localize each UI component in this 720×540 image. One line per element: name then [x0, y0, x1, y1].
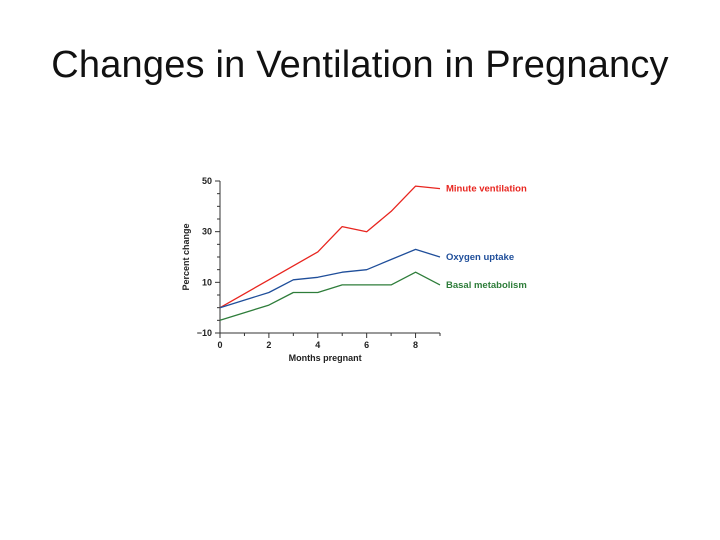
y-axis-title: Percent change — [181, 223, 191, 290]
chart-axes: −10 10 30 50 0 2 4 6 8 — [197, 176, 441, 350]
series-label-basal-metabolism: Basal metabolism — [446, 280, 527, 291]
x-tick-label: 2 — [266, 340, 271, 350]
x-tick-label: 4 — [315, 340, 320, 350]
x-tick-label: 0 — [217, 340, 222, 350]
y-tick-label: 10 — [202, 277, 212, 287]
chart-series-labels: Minute ventilation Oxygen uptake Basal met… — [446, 184, 527, 291]
series-line-oxygen-uptake — [219, 248, 441, 309]
series-label-minute-ventilation: Minute ventilation — [446, 184, 527, 195]
y-tick-label: 50 — [202, 176, 212, 186]
series-label-oxygen-uptake: Oxygen uptake — [446, 252, 514, 263]
chart-series — [219, 185, 441, 321]
series-line-basal-metabolism — [219, 271, 441, 321]
slide-title: Changes in Ventilation in Pregnancy — [51, 44, 669, 86]
series-line-minute-ventilation — [219, 185, 441, 309]
y-tick-label: −10 — [197, 328, 212, 338]
x-tick-label: 6 — [364, 340, 369, 350]
x-axis-title: Months pregnant — [289, 353, 362, 363]
y-tick-label: 30 — [202, 227, 212, 237]
x-tick-label: 8 — [413, 340, 418, 350]
